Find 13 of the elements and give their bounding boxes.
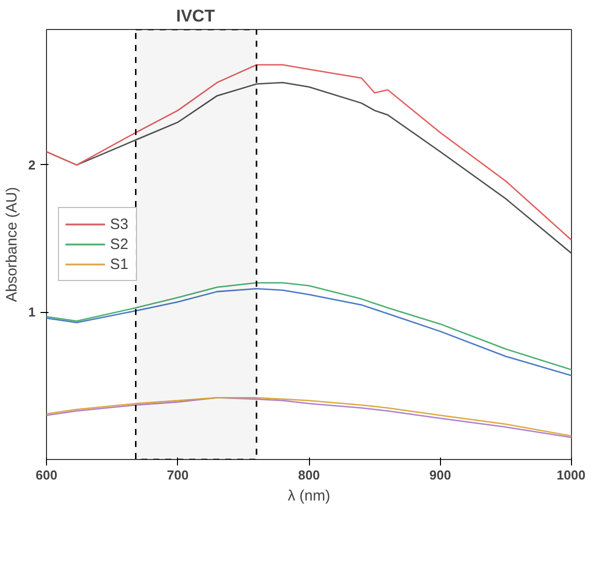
legend-label: S1 — [110, 256, 130, 272]
y-axis-title: Absorbance (AU) — [3, 186, 20, 302]
legend-label: S2 — [110, 236, 130, 252]
x-axis-title: λ (nm) — [288, 488, 330, 504]
x-tick-label: 1000 — [556, 468, 586, 482]
x-tick-label: 900 — [429, 468, 452, 482]
band-label: IVCT — [176, 6, 216, 26]
y-tick-label: 1 — [28, 304, 36, 320]
y-tick-label: 2 — [28, 157, 36, 172]
legend-label: S3 — [110, 216, 130, 232]
x-tick-label: 600 — [36, 468, 58, 482]
x-tick-label: 700 — [166, 468, 189, 482]
x-tick-label: 800 — [298, 468, 320, 482]
